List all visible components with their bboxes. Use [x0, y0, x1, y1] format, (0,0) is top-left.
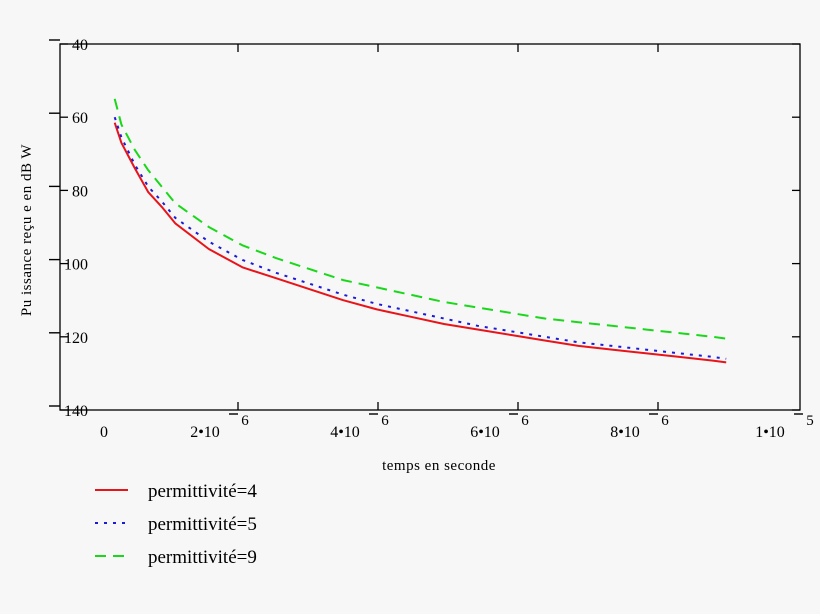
- y-tick-label: 80: [72, 183, 88, 200]
- y-tick-label: 100: [64, 257, 88, 274]
- y-tick-label: 60: [72, 110, 88, 127]
- x-axis-title: temps en seconde: [382, 458, 496, 474]
- series-line-2: [113, 116, 727, 360]
- x-tick-exponent: 6: [241, 413, 249, 429]
- series-line-1: [113, 122, 727, 364]
- y-tick-label: 140: [64, 403, 88, 420]
- x-tick-exponent: 6: [381, 413, 389, 429]
- x-tick-label: 6•10: [470, 424, 500, 441]
- legend-label-2: permittivité=5: [148, 514, 257, 535]
- legend-label-3: permittivité=9: [148, 547, 257, 568]
- x-axis-ticks: 0 2•10 6 4•10 6 6•10 6 8•10 6 1•10 5: [100, 44, 814, 441]
- y-axis-title: Pu issance reçu e en dB W: [19, 144, 35, 317]
- x-tick-label: 8•10: [610, 424, 640, 441]
- y-tick-label: 40: [72, 37, 88, 54]
- x-tick-exponent: 6: [521, 413, 529, 429]
- series-layer: [113, 98, 727, 364]
- y-axis-ticks: 40 60 80 100 120 140: [49, 37, 800, 420]
- x-tick-exponent: 6: [661, 413, 669, 429]
- x-tick-exponent: 5: [806, 413, 814, 429]
- legend-label-1: permittivité=4: [148, 481, 257, 502]
- series-line-3: [113, 98, 727, 340]
- x-tick-label: 2•10: [190, 424, 220, 441]
- y-tick-label: 120: [64, 330, 88, 347]
- x-tick-label: 1•10: [755, 424, 785, 441]
- legend: permittivité=4 permittivité=5 permittivité…: [95, 481, 257, 568]
- x-tick-label: 0: [100, 424, 108, 441]
- plot-frame: [59, 43, 801, 411]
- x-tick-label: 4•10: [330, 424, 360, 441]
